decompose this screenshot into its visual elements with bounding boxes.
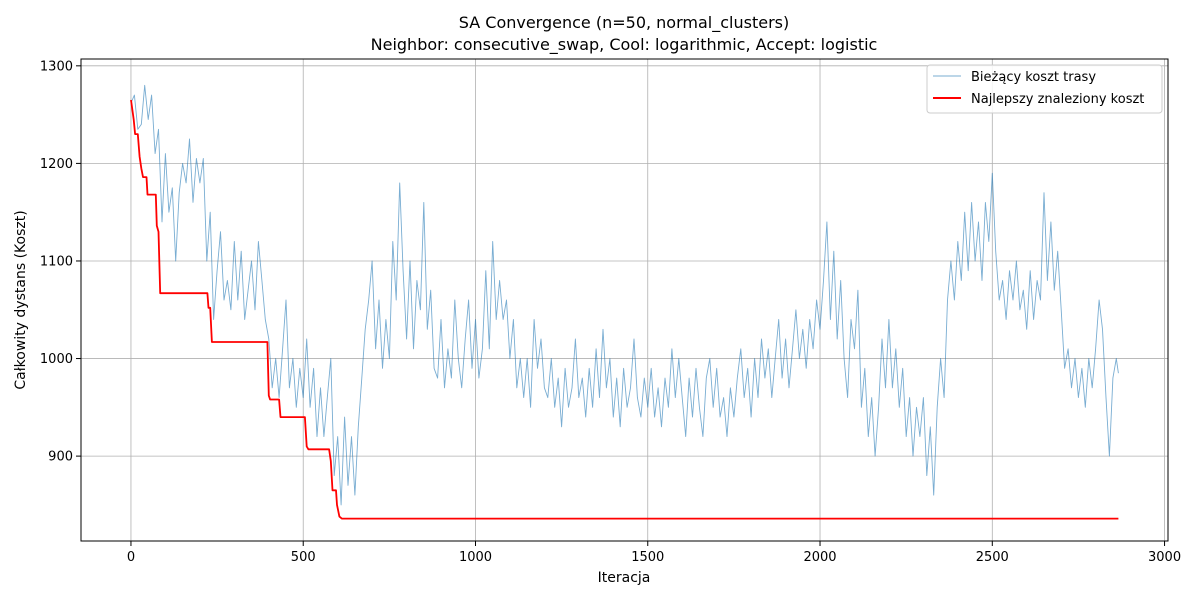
legend-label-current: Bieżący koszt trasy (971, 70, 1096, 85)
x-axis-label: Iteracja (598, 570, 651, 586)
series-line-current-cost (130, 84, 1119, 506)
x-tick-label: 0 (127, 550, 135, 565)
y-axis-label: Całkowity dystans (Koszt) (13, 210, 29, 389)
legend-box (926, 64, 1163, 114)
y-tick-label: 1300 (40, 59, 73, 74)
legend-label-best: Najlepszy znaleziony koszt (971, 92, 1144, 107)
x-axis-ticks: 0 500 1000 1500 2000 2500 3000 (127, 541, 1181, 565)
series-lines (130, 84, 1119, 520)
x-tick-label: 2000 (803, 550, 836, 565)
y-axis-ticks: 900 1000 1100 1200 1300 (40, 59, 81, 465)
y-tick-label: 1100 (40, 254, 73, 269)
y-tick-label: 1200 (40, 157, 73, 172)
x-tick-label: 2500 (976, 550, 1009, 565)
y-tick-label: 1000 (40, 352, 73, 367)
grid-lines (81, 59, 1168, 541)
series-line-best-cost (130, 99, 1119, 520)
x-tick-label: 1000 (459, 550, 492, 565)
x-tick-label: 500 (291, 550, 316, 565)
x-tick-label: 3000 (1148, 550, 1181, 565)
plot-frame (80, 58, 1169, 542)
chart-subtitle: Neighbor: consecutive_swap, Cool: logari… (371, 35, 878, 55)
chart-title: SA Convergence (n=50, normal_clusters) (459, 13, 789, 33)
y-tick-label: 900 (48, 450, 73, 465)
legend: Bieżący koszt trasy Najlepszy znaleziony… (926, 64, 1163, 114)
x-tick-label: 1500 (631, 550, 664, 565)
